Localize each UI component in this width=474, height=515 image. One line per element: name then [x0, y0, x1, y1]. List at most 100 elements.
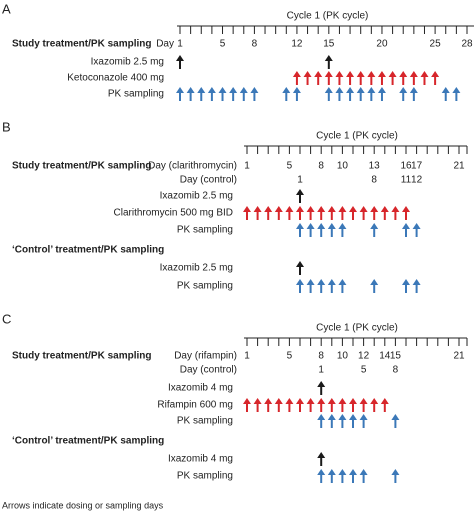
arrow: [412, 279, 421, 293]
day-tick-label: 12: [291, 39, 303, 50]
arrow-head: [431, 71, 440, 77]
arrow-head: [359, 414, 368, 420]
arrow: [253, 206, 262, 220]
arrow-head: [356, 71, 365, 77]
arrow: [306, 279, 315, 293]
day-tick-label: 5: [287, 161, 293, 172]
day-tick-label: 15: [390, 351, 402, 362]
row-label: Ixazomib 2.5 mg: [91, 57, 164, 68]
arrow-head: [239, 87, 248, 93]
arrow-head: [197, 87, 206, 93]
arrow: [285, 398, 294, 412]
arrow: [409, 87, 418, 101]
arrow: [412, 223, 421, 237]
arrow: [391, 414, 400, 428]
row-label: PK sampling: [177, 471, 233, 482]
arrow-head: [402, 223, 410, 229]
arrow-head: [359, 206, 368, 212]
day-tick-label: 8: [371, 175, 377, 186]
arrow-head: [349, 469, 357, 475]
day-row-label: Day: [156, 39, 174, 50]
arrow: [264, 206, 273, 220]
arrow-head: [338, 414, 347, 420]
arrow: [370, 279, 379, 293]
arrow: [377, 71, 386, 85]
arrow: [317, 223, 326, 237]
arrow: [282, 87, 291, 101]
arrow: [420, 71, 429, 85]
row-label: Ixazomib 4 mg: [168, 383, 233, 394]
arrow-head: [317, 469, 326, 475]
day-tick-label: 1: [244, 351, 250, 362]
arrow-head: [335, 87, 344, 93]
arrow-head: [207, 87, 216, 93]
arrow-head: [441, 87, 450, 93]
footnote: Arrows indicate dosing or sampling days: [2, 500, 164, 510]
arrow-head: [274, 206, 283, 212]
arrow: [370, 398, 379, 412]
arrow: [327, 206, 336, 220]
arrow: [349, 206, 357, 220]
arrow: [285, 206, 294, 220]
arrow: [324, 87, 333, 101]
day-tick-label: 1: [297, 175, 303, 186]
arrow: [314, 71, 323, 85]
arrow: [349, 469, 357, 483]
arrow-head: [402, 206, 410, 212]
arrow: [243, 206, 251, 220]
arrow-head: [338, 223, 347, 229]
arrow: [359, 469, 368, 483]
arrow: [303, 71, 312, 85]
arrow-head: [285, 206, 294, 212]
arrow: [176, 87, 184, 101]
arrow: [317, 206, 326, 220]
arrow: [324, 55, 333, 69]
arrow: [274, 398, 283, 412]
arrow: [367, 71, 376, 85]
day-tick-label: 20: [376, 39, 388, 50]
section-heading: Study treatment/PK sampling: [12, 351, 151, 362]
arrow: [274, 206, 283, 220]
arrow-head: [402, 279, 410, 285]
arrow: [391, 206, 400, 220]
arrow-head: [335, 71, 344, 77]
arrow-head: [327, 469, 336, 475]
arrow-head: [317, 398, 326, 404]
cycle-title: Cycle 1 (PK cycle): [316, 131, 398, 142]
day-tick-label: 8: [252, 39, 258, 50]
arrow: [229, 87, 238, 101]
arrow-head: [420, 71, 429, 77]
arrow: [356, 87, 365, 101]
arrow-head: [388, 71, 397, 77]
arrow-head: [253, 398, 262, 404]
arrow-head: [296, 261, 304, 267]
day-tick-label: 21: [453, 351, 465, 362]
arrow-head: [317, 206, 326, 212]
section-heading: Study treatment/PK sampling: [12, 161, 151, 172]
arrow: [338, 414, 347, 428]
arrow-head: [327, 223, 336, 229]
arrow: [317, 414, 326, 428]
arrow-head: [356, 87, 365, 93]
row-label: Rifampin 600 mg: [157, 400, 233, 411]
arrow-head: [452, 87, 461, 93]
arrow-head: [349, 398, 357, 404]
arrow: [296, 206, 304, 220]
arrow: [218, 87, 227, 101]
arrow-head: [296, 206, 304, 212]
day-row-label: Day (control): [180, 365, 237, 376]
day-tick-label: 15: [323, 39, 335, 50]
arrow-head: [229, 87, 238, 93]
day-tick-label: 16: [400, 161, 412, 172]
arrow: [338, 469, 347, 483]
arrow: [317, 279, 326, 293]
arrow: [370, 223, 379, 237]
arrow-head: [317, 223, 326, 229]
arrow-head: [327, 414, 336, 420]
arrow-head: [296, 279, 304, 285]
arrow-head: [324, 55, 333, 61]
arrow-head: [349, 206, 357, 212]
arrow-head: [317, 279, 326, 285]
arrow-head: [306, 398, 315, 404]
